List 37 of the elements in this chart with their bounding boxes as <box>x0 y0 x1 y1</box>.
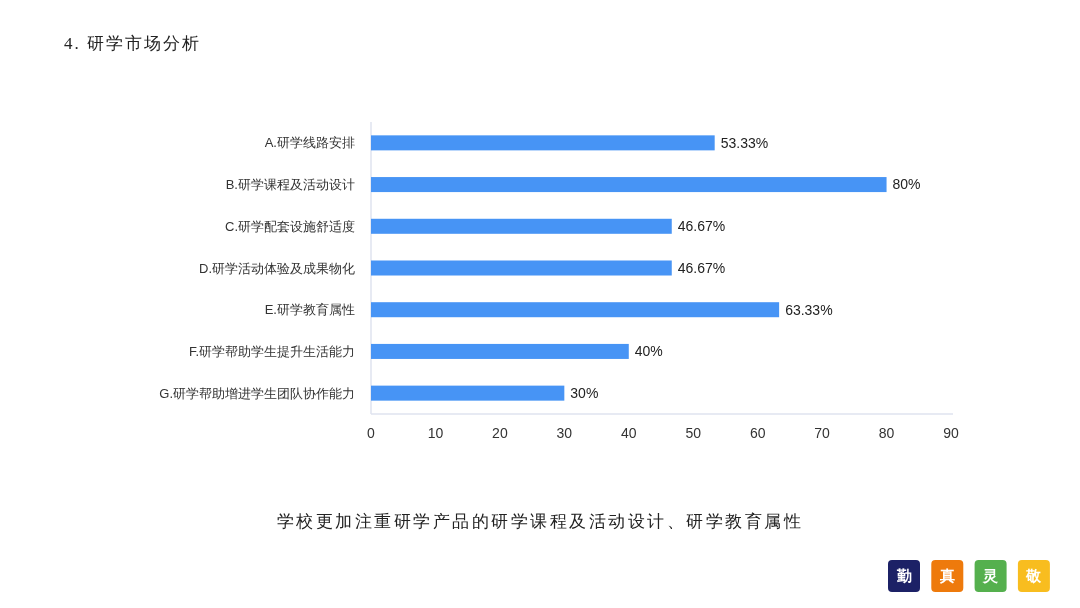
x-tick-label: 60 <box>749 425 766 441</box>
y-tick-label: D.研学活动体验及成果物化 <box>199 260 355 276</box>
data-label: 80% <box>892 176 921 193</box>
bar <box>371 385 565 401</box>
text: 灵 <box>982 568 999 585</box>
bar <box>371 343 629 359</box>
text: 勤 <box>895 568 912 585</box>
y-tick-label: F.研学帮助学生提升生活能力 <box>188 343 355 359</box>
y-tick-label: G.研学帮助增进学生团队协作能力 <box>159 385 355 401</box>
bar <box>371 260 672 276</box>
text: 敬 <box>1025 568 1043 585</box>
text: 真 <box>938 568 955 585</box>
bar <box>371 218 672 234</box>
data-label: 63.33% <box>785 301 833 318</box>
y-tick-label: C.研学配套设施舒适度 <box>225 218 355 234</box>
data-label: 53.33% <box>720 134 769 151</box>
data-label: 46.67% <box>677 259 726 276</box>
x-tick-label: 70 <box>814 425 831 441</box>
data-label: 30% <box>570 385 599 402</box>
text: 学校更加注重研学产品的研学课程及活动设计、研学教育属性 <box>276 512 804 531</box>
data-label: 40% <box>634 343 663 360</box>
x-tick-label: 50 <box>685 425 702 441</box>
x-tick-label: 80 <box>878 425 895 441</box>
y-tick-label: A.研学线路安排 <box>264 135 355 151</box>
y-tick-label: E.研学教育属性 <box>264 302 355 318</box>
x-tick-label: 30 <box>556 425 573 441</box>
data-label: 46.67% <box>677 218 726 235</box>
x-tick-label: 10 <box>427 425 444 441</box>
y-tick-label: B.研学课程及活动设计 <box>225 177 355 193</box>
x-tick-label: 0 <box>367 425 376 441</box>
bar <box>371 135 715 151</box>
bar <box>371 302 780 318</box>
x-tick-label: 90 <box>943 425 959 441</box>
bar <box>371 177 887 193</box>
x-tick-label: 40 <box>620 425 637 441</box>
x-tick-label: 20 <box>492 425 508 441</box>
text: 4. 研学市场分析 <box>64 34 201 53</box>
